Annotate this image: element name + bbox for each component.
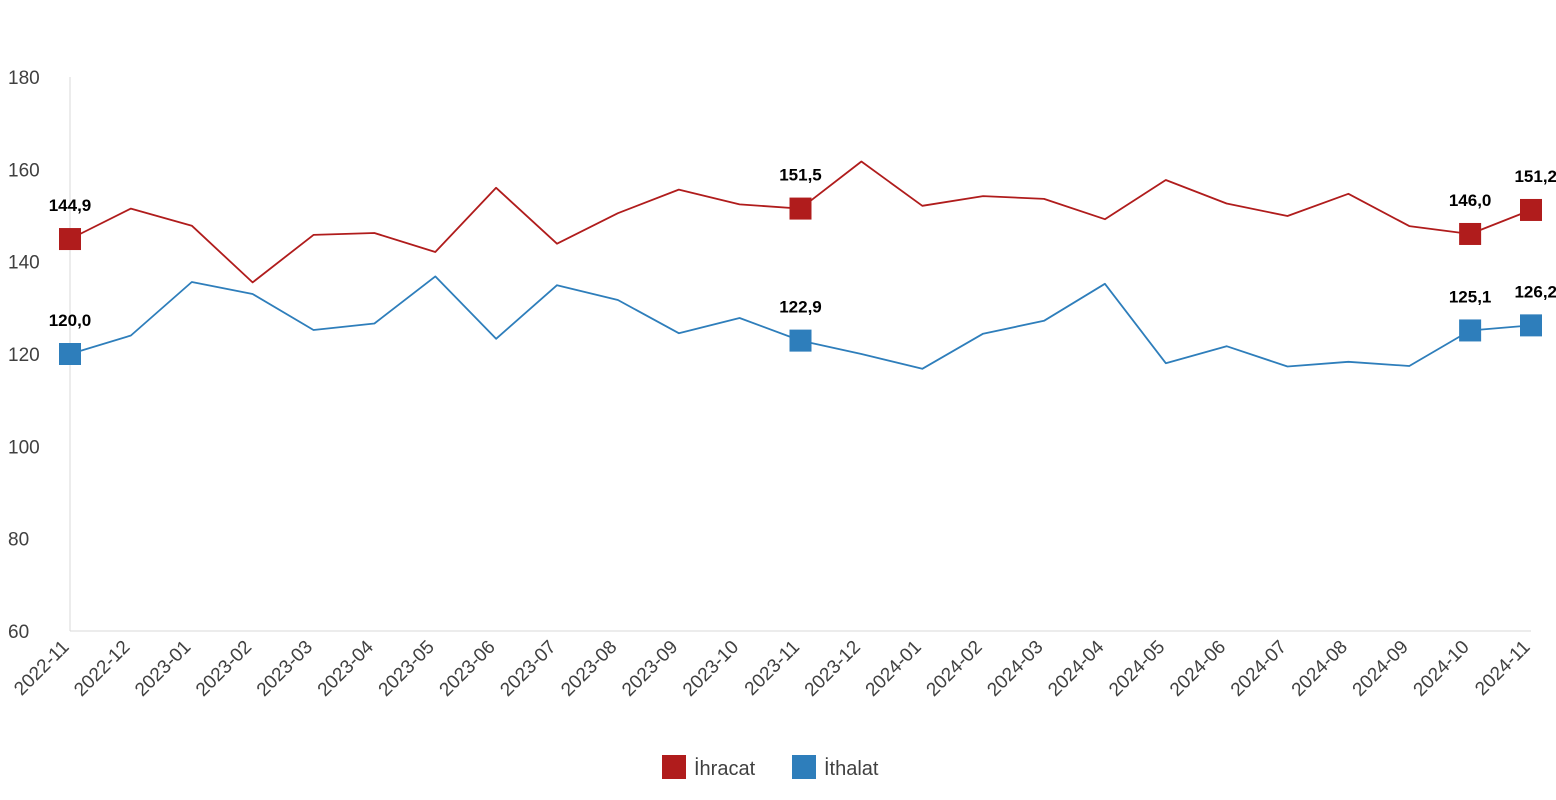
data-label: 122,9 (779, 298, 822, 317)
x-axis-ticks: 2022-112022-122023-012023-022023-032023-… (10, 636, 1534, 700)
y-tick-label: 80 (8, 530, 29, 551)
axes (69, 77, 1531, 632)
x-tick-label: 2022-11 (10, 637, 73, 700)
y-tick-label: 160 (8, 160, 40, 181)
y-tick-label: 60 (8, 622, 29, 643)
series-markers (59, 197, 1542, 365)
x-tick-label: 2023-05 (375, 637, 439, 701)
x-tick-label: 2024-09 (1349, 637, 1413, 701)
data-marker (1459, 319, 1482, 342)
x-tick-label: 2024-04 (1044, 636, 1108, 700)
legend-swatch-ihracat (662, 755, 686, 779)
legend-label-ihracat: İhracat (694, 757, 756, 780)
x-tick-label: 2024-01 (862, 637, 926, 701)
x-tick-label: 2023-06 (436, 637, 500, 701)
data-label: 120,0 (49, 311, 92, 330)
x-tick-label: 2023-12 (801, 637, 865, 701)
x-tick-label: 2022-12 (70, 637, 134, 701)
y-axis-ticks: 60 80 100 120 140 160 180 (8, 68, 40, 643)
y-tick-label: 140 (8, 253, 40, 274)
data-marker (789, 197, 812, 220)
legend-swatch-ithalat (792, 755, 816, 779)
data-marker (1459, 222, 1482, 245)
legend: İhracat İthalat (662, 755, 879, 780)
x-tick-label: 2023-08 (557, 637, 621, 701)
data-label: 144,9 (49, 196, 92, 215)
x-tick-label: 2023-01 (131, 637, 195, 701)
data-marker (59, 228, 81, 251)
x-tick-label: 2024-11 (1471, 637, 1534, 700)
legend-label-ithalat: İthalat (824, 757, 879, 780)
series-line-1 (69, 275, 1532, 370)
data-label: 151,2 (1514, 167, 1556, 186)
x-tick-label: 2024-08 (1288, 637, 1352, 701)
x-tick-label: 2024-03 (983, 637, 1047, 701)
x-tick-label: 2024-05 (1105, 637, 1169, 701)
y-tick-label: 120 (8, 345, 40, 366)
data-labels: 144,9 151,5 146,0 151,2 120,0 122,9 125,1 126,2 (49, 166, 1556, 330)
data-marker (1520, 198, 1542, 221)
x-tick-label: 2023-11 (741, 637, 804, 700)
data-label: 125,1 (1449, 287, 1492, 306)
x-tick-label: 2023-02 (192, 637, 256, 701)
y-tick-label: 180 (8, 68, 40, 89)
x-tick-label: 2023-04 (314, 636, 378, 700)
y-tick-label: 100 (8, 437, 40, 458)
x-tick-label: 2024-02 (923, 637, 987, 701)
data-marker (59, 343, 81, 365)
data-marker (789, 329, 812, 352)
x-tick-label: 2024-10 (1410, 637, 1474, 701)
data-label: 126,2 (1514, 282, 1556, 301)
x-tick-label: 2023-03 (253, 637, 317, 701)
data-label: 151,5 (779, 166, 822, 185)
x-tick-label: 2024-06 (1166, 637, 1230, 701)
x-tick-label: 2023-07 (496, 637, 560, 701)
x-tick-label: 2023-10 (679, 637, 743, 701)
data-marker (1520, 314, 1542, 337)
x-tick-label: 2023-09 (618, 637, 682, 701)
data-label: 146,0 (1449, 191, 1492, 210)
x-tick-label: 2024-07 (1227, 637, 1291, 701)
